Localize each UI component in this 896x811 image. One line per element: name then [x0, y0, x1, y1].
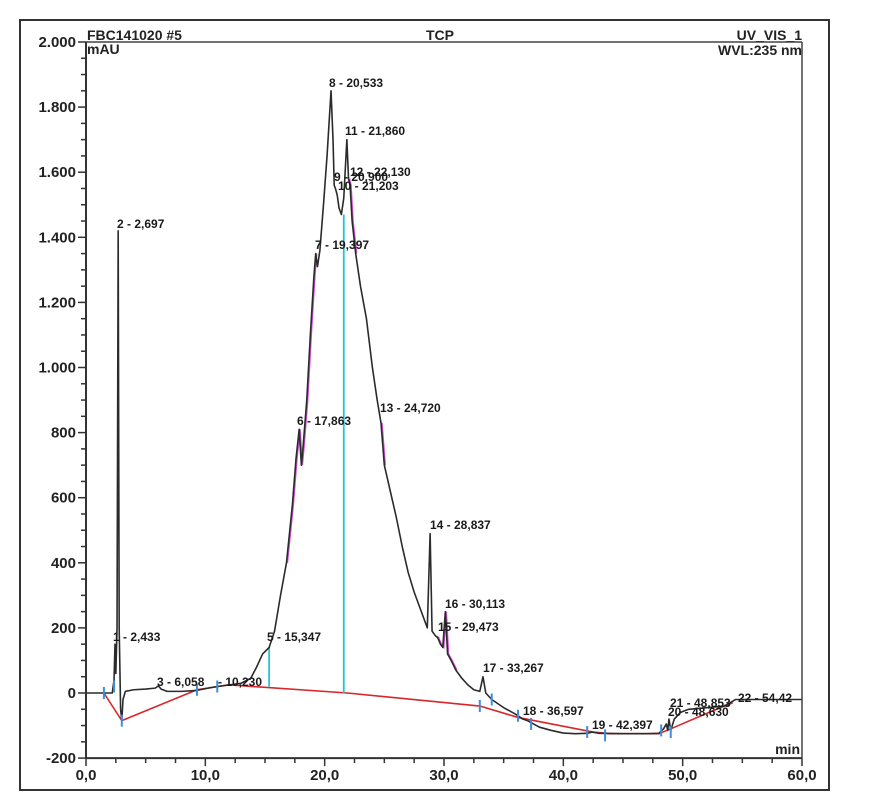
y-tick-label: 800 — [51, 425, 76, 442]
axes: -200 0 200 400 600 800 1.000 1.200 1.400 1.600 1.8… — [38, 34, 816, 784]
plot-area — [86, 90, 802, 742]
peak-edge-segment — [381, 422, 387, 466]
peak-label: 19 - 42,397 — [592, 718, 653, 732]
y-tick-label: 200 — [51, 620, 76, 637]
y-tick-label: 400 — [51, 555, 76, 572]
x-tick-label: 20,0 — [310, 767, 339, 784]
peak-label: 9 - 20,900 — [334, 170, 388, 184]
channel-name: UV_VIS_1 — [737, 27, 803, 43]
y-tick-label: 1.200 — [38, 294, 76, 311]
y-tick-label: 1.000 — [38, 360, 76, 377]
peak-label: 12 - 22,130 — [350, 165, 411, 179]
signal-trace — [86, 90, 802, 735]
x-tick-label: 10,0 — [191, 767, 220, 784]
peak-label: 13 - 24,720 — [380, 401, 441, 415]
peak-label: 21 - 48,853 — [670, 696, 731, 710]
wavelength-label: WVL:235 nm — [718, 42, 802, 58]
peak-label: 15 - 29,473 — [438, 620, 499, 634]
peak-label: 11 - 21,860 — [345, 124, 405, 138]
peak-label: 16 - 30,113 — [445, 597, 505, 611]
y-tick-label: 1.600 — [38, 164, 76, 181]
peak-label: 22 - 54,42 — [738, 691, 792, 705]
peak-label: 10 - 21,203 — [338, 179, 399, 193]
y-tick-label: -200 — [46, 750, 76, 767]
outer-frame — [19, 19, 830, 791]
peak-label: - 10,230 — [218, 675, 262, 689]
x-unit-label: min — [775, 741, 800, 757]
peak-label: 6 - 17,863 — [297, 414, 351, 428]
peak-labels: 1 - 2,433 2 - 2,697 3 - 6,058 - 10,230 5 - … — [113, 76, 792, 732]
peak-edge-segment — [436, 611, 458, 671]
x-tick-label: 30,0 — [429, 767, 458, 784]
y-tick-label: 1.800 — [38, 99, 76, 116]
x-tick-label: 50,0 — [668, 767, 697, 784]
peak-edge-segment — [286, 253, 318, 563]
peak-label: 5 - 15,347 — [267, 630, 321, 644]
y-tick-label: 1.400 — [38, 229, 76, 246]
y-tick-label: 0 — [68, 685, 76, 702]
y-tick-label: 600 — [51, 490, 76, 507]
chart-title: TCP — [426, 27, 454, 43]
peak-label: 1 - 2,433 — [113, 630, 161, 644]
peak-label: 2 - 2,697 — [117, 217, 165, 231]
peak-label: 20 - 48,630 — [668, 705, 729, 719]
y-tick-label: 2.000 — [38, 34, 76, 51]
x-tick-label: 0,0 — [76, 767, 97, 784]
x-tick-label: 40,0 — [549, 767, 578, 784]
peak-label: 7 - 19,397 — [315, 238, 369, 252]
y-unit-label: mAU — [87, 41, 120, 57]
x-tick-label: 60,0 — [787, 767, 816, 784]
peak-edge-segment — [348, 178, 358, 254]
peak-label: 17 - 33,267 — [483, 661, 544, 675]
peak-label: 18 - 36,597 — [523, 704, 584, 718]
peak-label: 8 - 20,533 — [329, 76, 383, 90]
sample-name: FBC141020 #5 — [87, 27, 182, 43]
peak-label: 3 - 6,058 — [157, 675, 205, 689]
peak-label: 14 - 28,837 — [430, 518, 491, 532]
